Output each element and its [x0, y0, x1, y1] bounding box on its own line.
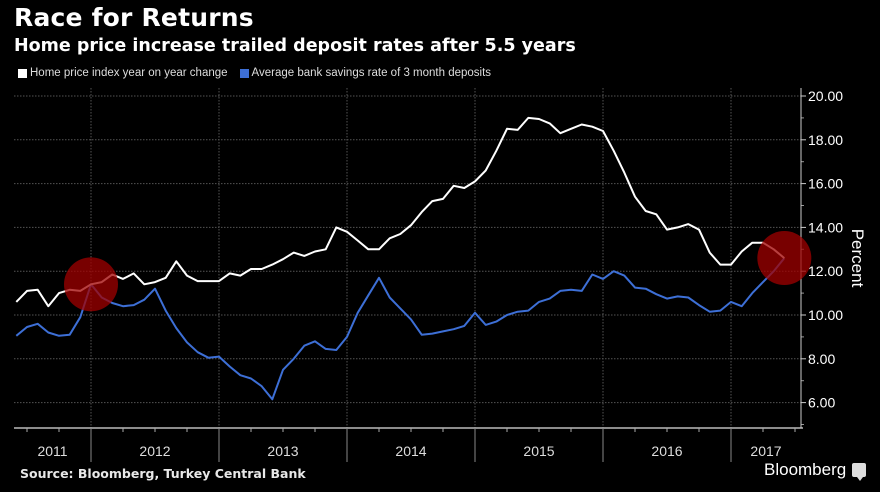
chart-title: Race for Returns [14, 3, 254, 32]
y-tick-label: 10.00 [808, 307, 843, 323]
y-tick-label: 18.00 [808, 132, 843, 148]
annotations [64, 231, 812, 312]
y-tick-label: 8.00 [808, 351, 835, 367]
chart-subtitle: Home price increase trailed deposit rate… [14, 36, 576, 56]
legend-label: Average bank savings rate of 3 month dep… [251, 67, 492, 79]
y-tick-label: 20.00 [808, 88, 843, 104]
x-tick-label: 2012 [139, 443, 170, 459]
y-tick-label: 14.00 [808, 219, 843, 235]
x-tick-label: 2014 [395, 443, 426, 459]
x-axis: 2011 2012 2013 2014 2015 2016 2017 [14, 427, 803, 462]
y-axis: 20.00 18.00 16.00 14.00 12.00 10.00 8.00 6.00 [800, 88, 843, 428]
legend: Home price index year on year change Ave… [18, 67, 491, 79]
brand-name: Bloomberg [764, 460, 847, 479]
chart-bubble-icon [852, 463, 867, 481]
series-lines [15, 116, 786, 401]
highlight-circle [64, 257, 118, 312]
line-chart: 2011 2012 2013 2014 2015 2016 2017 20.00 18.00 1… [14, 88, 867, 462]
x-tick-label: 2013 [267, 443, 298, 459]
legend-label: Home price index year on year change [30, 67, 228, 79]
legend-item-home-price: Home price index year on year change [18, 67, 228, 79]
y-axis-label: Percent [848, 229, 867, 288]
y-tick-label: 12.00 [808, 263, 843, 279]
x-tick-label: 2016 [651, 443, 682, 459]
y-tick-label: 16.00 [808, 176, 843, 192]
x-tick-label: 2017 [750, 443, 781, 459]
legend-swatch-blue [239, 68, 249, 78]
source-note: Source: Bloomberg, Turkey Central Bank [20, 466, 306, 481]
y-tick-label: 6.00 [808, 395, 835, 411]
series-line-savings-rate [15, 257, 786, 401]
brand-logo: Bloomberg [764, 460, 867, 481]
highlight-circle [757, 231, 812, 286]
x-tick-label: 2015 [523, 443, 554, 459]
legend-item-savings-rate: Average bank savings rate of 3 month dep… [239, 67, 492, 79]
legend-swatch-white [18, 68, 27, 78]
x-tick-label: 2011 [37, 443, 67, 459]
series-line-home-price [15, 116, 785, 308]
gridlines [14, 88, 801, 428]
